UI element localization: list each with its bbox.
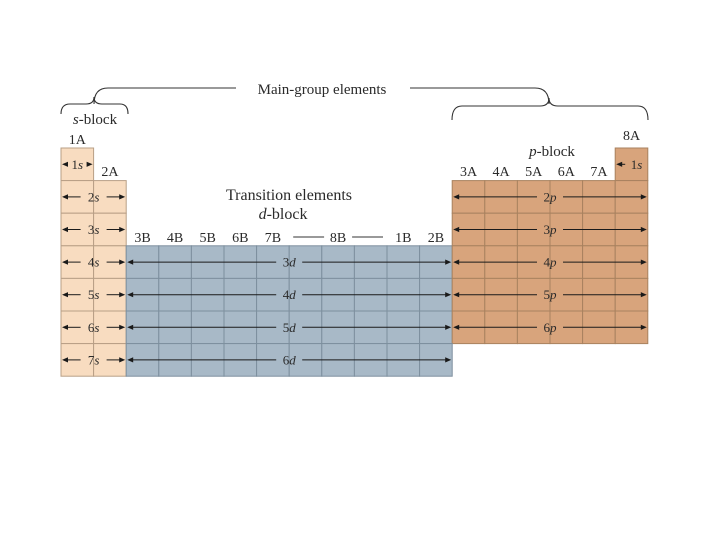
orbital-p-row-label: 4p <box>544 255 558 270</box>
labels: 1s 2s 3s 4s 5s 6s 7s 3d 4d 5d 6d 2p 3p 4p 5p 6p 1s 1A 2A 3B… <box>69 82 643 367</box>
arrowhead-right <box>119 194 126 200</box>
orbital-d-row-label: 4d <box>283 287 297 302</box>
orbital-s-row-label: 2s <box>88 189 100 204</box>
orbital-he-1s-label: 1s <box>631 157 643 172</box>
group-label-4a: 4A <box>493 165 511 180</box>
arrowhead-right <box>119 324 126 330</box>
arrowhead-left <box>62 292 68 298</box>
group-label-2b: 2B <box>428 231 444 246</box>
orbital-s-row-label: 3s <box>88 222 100 237</box>
arrowhead-right <box>445 357 452 363</box>
main-group-brace-left <box>93 87 236 105</box>
arrowhead-left <box>616 161 623 167</box>
arrowhead-left <box>453 259 460 265</box>
group-label-6b: 6B <box>232 231 248 246</box>
p-block-brace <box>451 97 649 121</box>
arrowhead-left <box>453 194 460 200</box>
orbital-s-row-label: 5s <box>88 287 100 302</box>
arrowhead-right <box>445 292 452 298</box>
orbital-p-row-label: 6p <box>544 320 558 335</box>
arrowhead-right <box>119 226 126 233</box>
group-label-8a: 8A <box>623 129 641 144</box>
orbital-d-row-label: 5d <box>283 320 297 335</box>
p-block-title: p-block <box>528 144 575 160</box>
group-label-6a: 6A <box>558 165 576 180</box>
d-block-title: d-block <box>259 206 308 223</box>
arrowhead-right <box>119 357 126 363</box>
orbital-s-row-label: 6s <box>88 320 100 335</box>
group-label-7a: 7A <box>590 165 608 180</box>
arrowhead-right <box>119 259 126 265</box>
arrowhead-left <box>127 259 134 265</box>
arrowhead-left <box>62 226 68 233</box>
s-block-brace <box>60 96 129 115</box>
arrowhead-right <box>640 194 647 200</box>
orbital-d-row-label: 6d <box>283 352 297 367</box>
orbital-s-row-label: 4s <box>88 255 100 270</box>
group-label-3b: 3B <box>134 231 150 246</box>
orbital-arrows <box>62 161 647 363</box>
arrowhead-right <box>445 259 452 265</box>
orbital-p-row-label: 3p <box>544 222 558 237</box>
arrowhead-right <box>640 324 647 330</box>
arrowhead-left <box>127 324 134 330</box>
arrowhead-left <box>62 194 68 200</box>
group-label-4b: 4B <box>167 231 183 246</box>
group-label-1a: 1A <box>69 133 87 148</box>
arrowhead-left <box>453 226 460 233</box>
transition-elements-title: Transition elements <box>226 187 352 204</box>
arrowhead-left <box>127 292 134 298</box>
arrowhead-right <box>445 324 452 330</box>
arrowhead-left <box>62 324 68 330</box>
arrowhead-right <box>640 259 647 265</box>
orbital-d-row-label: 3d <box>283 255 297 270</box>
main-group-brace-right <box>410 87 550 105</box>
main-group-title: Main-group elements <box>258 82 387 98</box>
group-label-8b: 8B <box>330 231 346 246</box>
arrowhead-left <box>453 324 460 330</box>
group-label-7b: 7B <box>265 231 281 246</box>
arrowhead-left <box>127 357 134 363</box>
group-label-1b: 1B <box>395 231 411 246</box>
arrowhead-right <box>640 292 647 298</box>
orbital-p-row-label: 2p <box>544 189 558 204</box>
s-block-title: s-block <box>73 112 118 128</box>
group-label-3a: 3A <box>460 165 478 180</box>
arrowhead-left <box>62 357 68 363</box>
arrowhead-right <box>119 292 126 298</box>
braces <box>60 87 649 121</box>
orbital-p-row-label: 5p <box>544 287 558 302</box>
orbital-1s-label: 1s <box>72 157 84 172</box>
arrowhead-right <box>640 226 647 233</box>
arrowhead-left <box>62 161 68 167</box>
group-label-2a: 2A <box>101 165 119 180</box>
arrowhead-left <box>62 259 68 265</box>
group-label-5a: 5A <box>525 165 543 180</box>
orbital-s-row-label: 7s <box>88 352 100 367</box>
arrowhead-left <box>453 292 460 298</box>
arrowhead-right <box>86 161 93 167</box>
group-label-5b: 5B <box>200 231 216 246</box>
